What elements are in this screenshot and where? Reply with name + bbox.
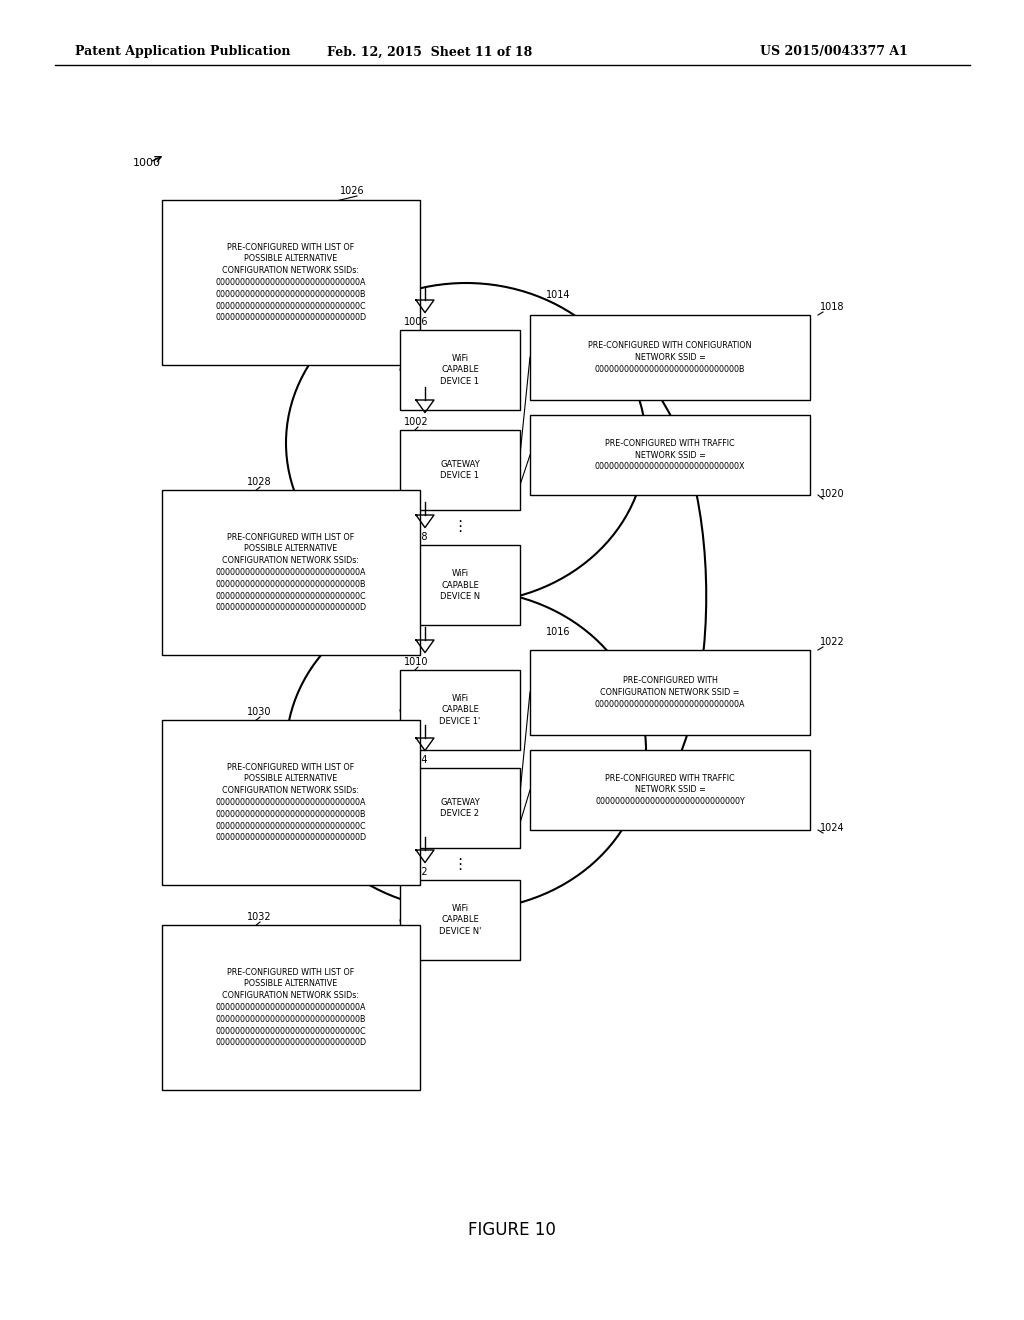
Text: PRE-CONFIGURED WITH LIST OF
POSSIBLE ALTERNATIVE
CONFIGURATION NETWORK SSIDs:
00: PRE-CONFIGURED WITH LIST OF POSSIBLE ALT…: [215, 532, 367, 612]
Text: Patent Application Publication: Patent Application Publication: [75, 45, 291, 58]
Bar: [530, 315, 810, 400]
Text: Feb. 12, 2015  Sheet 11 of 18: Feb. 12, 2015 Sheet 11 of 18: [328, 45, 532, 58]
Bar: [162, 201, 420, 366]
Bar: [400, 671, 520, 750]
Text: 1010: 1010: [404, 657, 428, 667]
Bar: [400, 880, 520, 960]
Text: 1018: 1018: [820, 302, 845, 312]
Text: 1020: 1020: [820, 488, 845, 499]
Text: ⋮: ⋮: [453, 858, 468, 873]
Text: FIGURE 10: FIGURE 10: [468, 1221, 556, 1239]
Bar: [530, 750, 810, 830]
Bar: [400, 545, 520, 624]
Bar: [530, 414, 810, 495]
Text: 1030: 1030: [247, 708, 271, 717]
Text: WiFi
CAPABLE
DEVICE N': WiFi CAPABLE DEVICE N': [439, 904, 481, 936]
Text: WiFi
CAPABLE
DEVICE 1: WiFi CAPABLE DEVICE 1: [440, 354, 479, 387]
Text: ⋮: ⋮: [453, 520, 468, 535]
Text: PRE-CONFIGURED WITH TRAFFIC
NETWORK SSID =
00000000000000000000000000000X: PRE-CONFIGURED WITH TRAFFIC NETWORK SSID…: [595, 438, 745, 471]
Bar: [530, 649, 810, 735]
Text: 1004: 1004: [404, 755, 428, 766]
Text: 1032: 1032: [247, 912, 271, 921]
Text: PRE-CONFIGURED WITH LIST OF
POSSIBLE ALTERNATIVE
CONFIGURATION NETWORK SSIDs:
00: PRE-CONFIGURED WITH LIST OF POSSIBLE ALT…: [215, 763, 367, 842]
Bar: [400, 768, 520, 847]
Text: PRE-CONFIGURED WITH
CONFIGURATION NETWORK SSID =
00000000000000000000000000000A: PRE-CONFIGURED WITH CONFIGURATION NETWOR…: [595, 676, 745, 709]
Bar: [162, 925, 420, 1090]
Text: 1008: 1008: [404, 532, 428, 543]
Text: 1024: 1024: [820, 822, 845, 833]
Text: 1012: 1012: [404, 867, 429, 876]
Text: 1000: 1000: [133, 158, 161, 168]
Bar: [400, 430, 520, 510]
Text: GATEWAY
DEVICE 2: GATEWAY DEVICE 2: [440, 797, 480, 818]
Text: PRE-CONFIGURED WITH CONFIGURATION
NETWORK SSID =
00000000000000000000000000000B: PRE-CONFIGURED WITH CONFIGURATION NETWOR…: [588, 341, 752, 374]
Text: 1006: 1006: [404, 317, 428, 327]
Text: 1022: 1022: [820, 638, 845, 647]
Text: 1028: 1028: [247, 477, 271, 487]
Bar: [162, 719, 420, 884]
Text: PRE-CONFIGURED WITH LIST OF
POSSIBLE ALTERNATIVE
CONFIGURATION NETWORK SSIDs:
00: PRE-CONFIGURED WITH LIST OF POSSIBLE ALT…: [215, 243, 367, 322]
Bar: [162, 490, 420, 655]
Text: 1016: 1016: [546, 627, 570, 638]
Text: GATEWAY
DEVICE 1: GATEWAY DEVICE 1: [440, 459, 480, 480]
Text: 1014: 1014: [546, 290, 570, 300]
Text: 1026: 1026: [340, 186, 365, 195]
Text: PRE-CONFIGURED WITH LIST OF
POSSIBLE ALTERNATIVE
CONFIGURATION NETWORK SSIDs:
00: PRE-CONFIGURED WITH LIST OF POSSIBLE ALT…: [215, 968, 367, 1047]
Bar: [400, 330, 520, 411]
Text: WiFi
CAPABLE
DEVICE N: WiFi CAPABLE DEVICE N: [440, 569, 480, 602]
Text: 1002: 1002: [404, 417, 429, 426]
Text: PRE-CONFIGURED WITH TRAFFIC
NETWORK SSID =
00000000000000000000000000000Y: PRE-CONFIGURED WITH TRAFFIC NETWORK SSID…: [595, 774, 744, 807]
Text: US 2015/0043377 A1: US 2015/0043377 A1: [760, 45, 908, 58]
Text: WiFi
CAPABLE
DEVICE 1': WiFi CAPABLE DEVICE 1': [439, 694, 480, 726]
